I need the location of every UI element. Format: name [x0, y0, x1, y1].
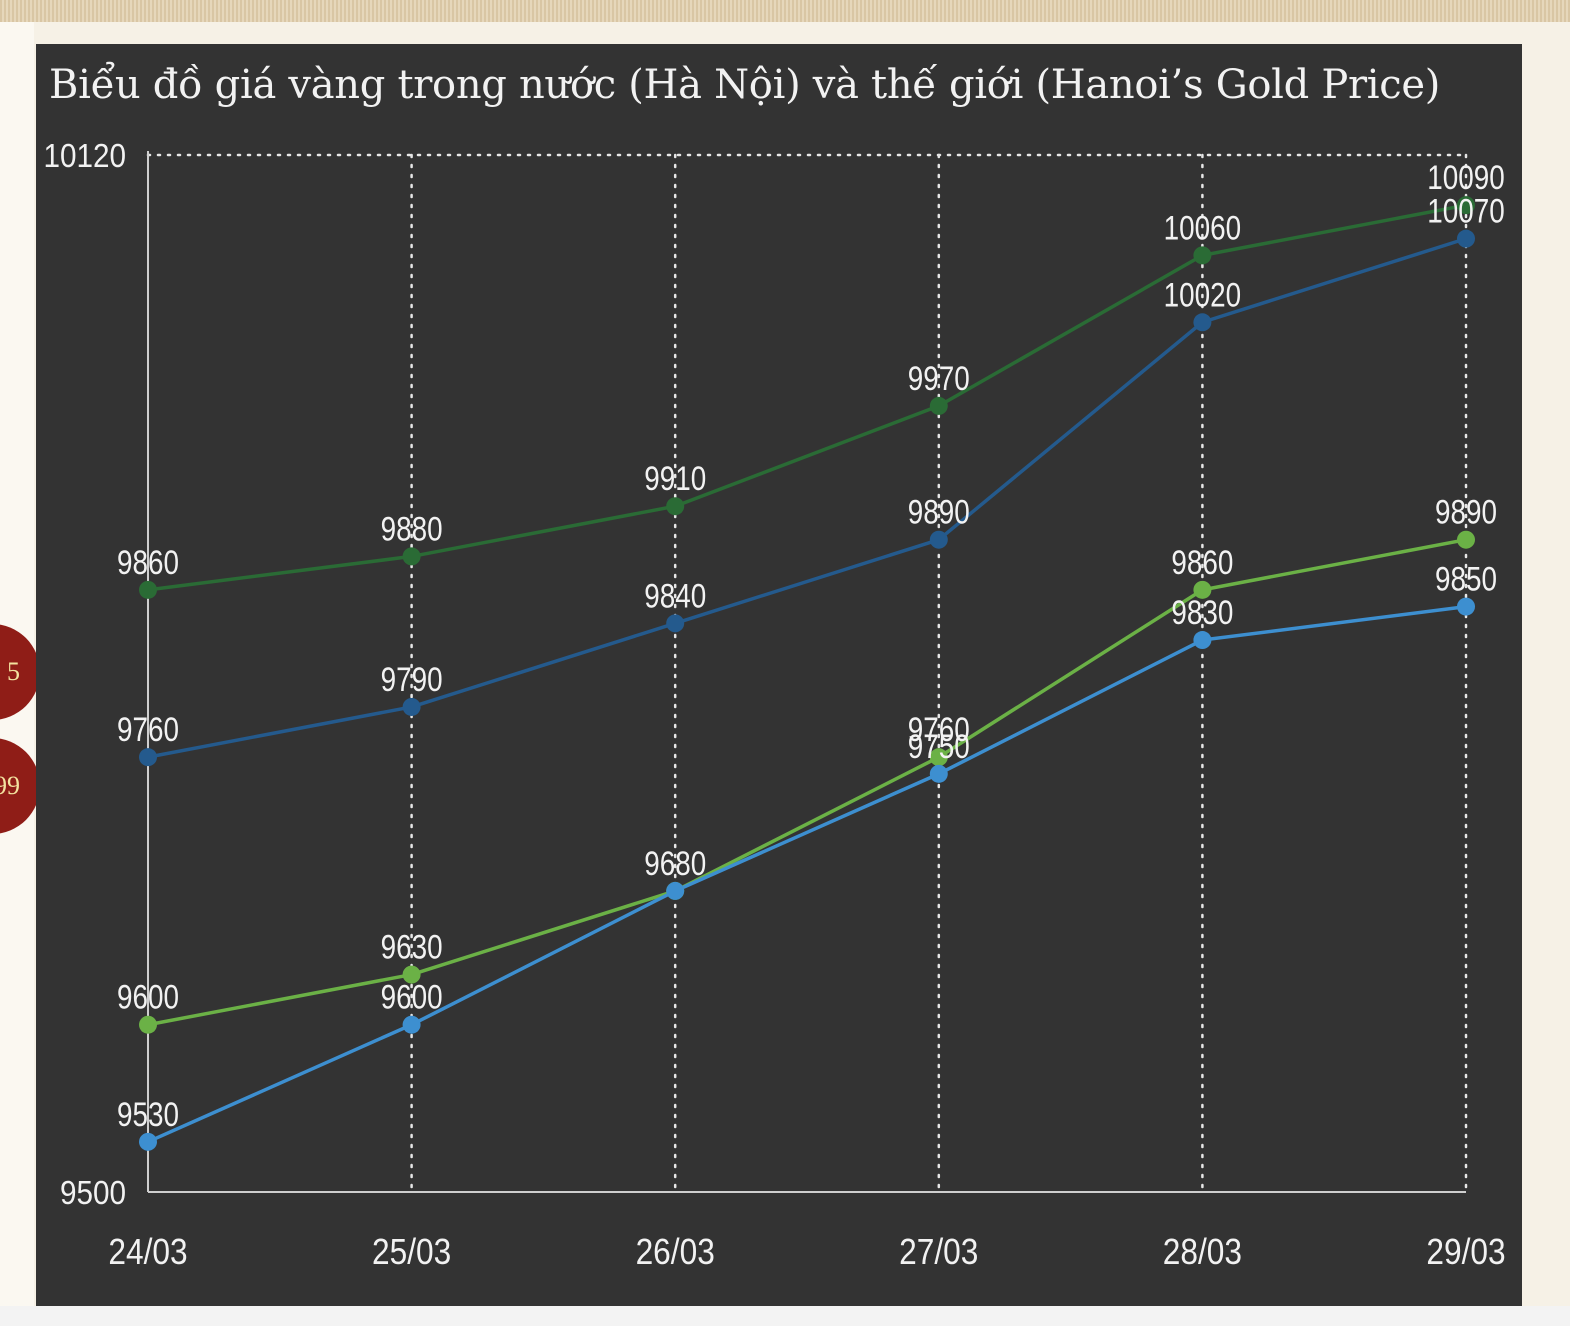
data-label: 9910	[644, 460, 706, 498]
data-point	[139, 1015, 157, 1034]
page-bottom-margin	[0, 1306, 1570, 1326]
data-point	[1457, 196, 1475, 215]
data-label: 10090	[1427, 159, 1504, 197]
data-point	[929, 748, 948, 767]
chart-panel: Biểu đồ giá vàng trong nước (Hà Nội) và …	[36, 44, 1522, 1306]
data-point	[402, 965, 421, 984]
data-point	[402, 547, 421, 566]
data-point	[139, 748, 157, 767]
data-point	[1193, 580, 1212, 599]
series-line	[147, 537, 1467, 1027]
side-badge[interactable]: 99	[0, 738, 40, 834]
data-label: 9840	[644, 577, 706, 615]
data-label: 9890	[908, 493, 970, 531]
data-point	[1457, 530, 1475, 549]
data-label: 9680	[644, 844, 706, 882]
data-point	[666, 497, 685, 516]
data-point	[139, 580, 157, 599]
data-label: 9530	[117, 1095, 179, 1133]
data-point	[1193, 246, 1212, 265]
data-point	[1193, 313, 1212, 332]
data-label: 9970	[908, 359, 970, 397]
data-label: 9630	[381, 928, 443, 966]
series-line	[147, 604, 1467, 1144]
data-label: 10070	[1427, 192, 1504, 230]
data-label: 9830	[1171, 593, 1233, 631]
side-badge-text: 5	[7, 657, 20, 686]
chart-title: Biểu đồ giá vàng trong nước (Hà Nội) và …	[49, 62, 1441, 108]
data-point	[1457, 597, 1475, 616]
data-label: 9600	[381, 978, 443, 1016]
decorative-top-border	[0, 0, 1570, 22]
data-point	[402, 1015, 421, 1034]
data-point	[929, 396, 948, 415]
data-label: 10020	[1164, 276, 1241, 314]
x-tick-label: 26/03	[636, 1232, 715, 1272]
data-label: 10060	[1164, 209, 1241, 247]
y-tick-label: 10120	[43, 138, 126, 175]
data-point	[666, 881, 685, 900]
data-label: 9750	[908, 727, 970, 765]
series-line	[147, 236, 1467, 759]
series-line	[147, 203, 1467, 592]
data-point	[666, 614, 685, 633]
data-point	[1457, 229, 1475, 248]
side-badge[interactable]: 5	[0, 624, 40, 720]
x-tick-label: 27/03	[899, 1232, 978, 1272]
x-tick-label: 24/03	[108, 1232, 187, 1272]
data-label: 9600	[117, 978, 179, 1016]
data-label: 9760	[117, 711, 179, 749]
data-label: 9860	[117, 543, 179, 581]
data-label: 9880	[381, 510, 443, 548]
data-point	[402, 697, 421, 716]
data-point	[1193, 631, 1212, 650]
x-tick-label: 28/03	[1163, 1232, 1242, 1272]
data-label: 9760	[908, 711, 970, 749]
data-point	[139, 1132, 157, 1151]
data-label: 9890	[1435, 493, 1497, 531]
x-tick-label: 29/03	[1426, 1232, 1505, 1272]
line-chart: 9500 10120 24/03 25/03 26/03 27/03 28/03 29/03 9…	[43, 138, 1505, 1273]
data-label: 9860	[1171, 543, 1233, 581]
y-tick-label: 9500	[60, 1175, 126, 1212]
x-tick-label: 25/03	[372, 1232, 451, 1272]
data-point	[929, 530, 948, 549]
data-label: 9850	[1435, 560, 1497, 598]
side-badge-text: 99	[0, 771, 20, 800]
data-label: 9790	[381, 660, 443, 698]
data-point	[929, 764, 948, 783]
